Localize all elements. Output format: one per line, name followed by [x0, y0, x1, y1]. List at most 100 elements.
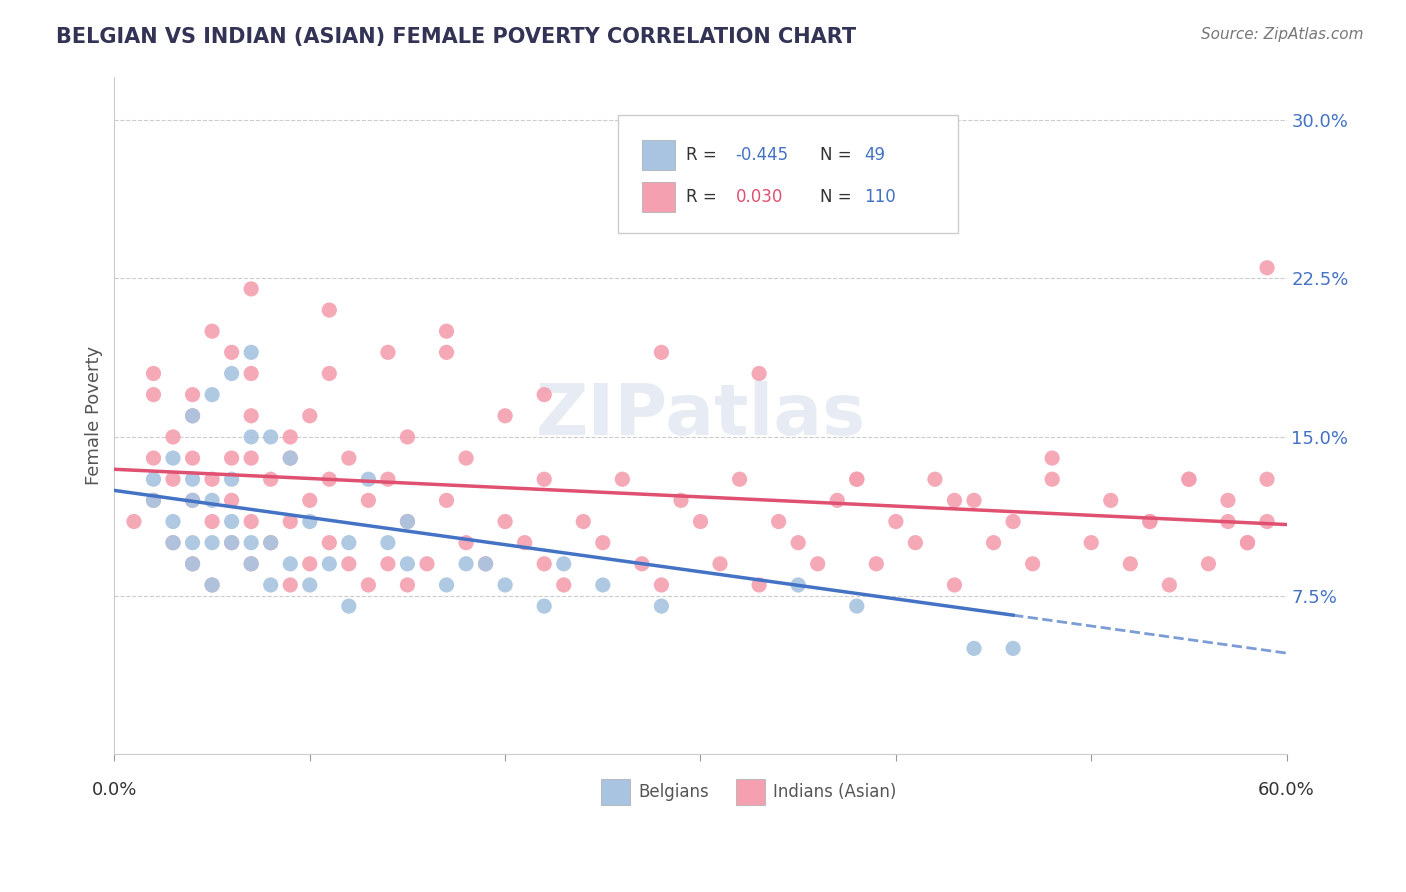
Point: [1119, 557, 1142, 571]
Point: [240, 557, 263, 571]
Point: [221, 345, 243, 359]
Point: [201, 472, 224, 486]
Point: [337, 599, 360, 613]
Point: [494, 578, 516, 592]
FancyBboxPatch shape: [600, 780, 630, 805]
Point: [1021, 557, 1043, 571]
Point: [278, 451, 301, 466]
Text: Source: ZipAtlas.com: Source: ZipAtlas.com: [1201, 27, 1364, 42]
Point: [181, 409, 204, 423]
Point: [357, 578, 380, 592]
Point: [943, 578, 966, 592]
Point: [240, 451, 263, 466]
Point: [943, 493, 966, 508]
Point: [181, 493, 204, 508]
Point: [1236, 535, 1258, 549]
Point: [983, 535, 1005, 549]
Point: [181, 535, 204, 549]
Point: [240, 345, 263, 359]
Point: [494, 515, 516, 529]
Point: [201, 493, 224, 508]
Point: [669, 493, 692, 508]
Point: [454, 535, 477, 549]
Point: [612, 472, 634, 486]
Point: [474, 557, 496, 571]
Point: [162, 535, 184, 549]
Point: [298, 493, 321, 508]
Point: [181, 451, 204, 466]
Point: [1040, 472, 1063, 486]
Point: [240, 430, 263, 444]
Point: [240, 409, 263, 423]
Point: [240, 535, 263, 549]
Point: [845, 599, 868, 613]
Point: [787, 535, 810, 549]
Text: R =: R =: [686, 146, 723, 164]
Point: [436, 578, 458, 592]
Point: [592, 535, 614, 549]
Point: [162, 430, 184, 444]
Text: 49: 49: [865, 146, 886, 164]
Point: [357, 472, 380, 486]
Point: [631, 557, 654, 571]
Point: [553, 557, 575, 571]
FancyBboxPatch shape: [643, 140, 675, 169]
Point: [1178, 472, 1201, 486]
Point: [1040, 451, 1063, 466]
Point: [201, 515, 224, 529]
FancyBboxPatch shape: [643, 182, 675, 211]
Text: 60.0%: 60.0%: [1258, 781, 1315, 799]
Point: [533, 557, 555, 571]
Point: [924, 472, 946, 486]
Point: [240, 515, 263, 529]
Point: [396, 430, 419, 444]
Point: [260, 535, 283, 549]
Point: [396, 515, 419, 529]
Point: [689, 219, 711, 233]
Point: [162, 515, 184, 529]
Point: [240, 282, 263, 296]
Point: [728, 472, 751, 486]
Text: BELGIAN VS INDIAN (ASIAN) FEMALE POVERTY CORRELATION CHART: BELGIAN VS INDIAN (ASIAN) FEMALE POVERTY…: [56, 27, 856, 46]
Point: [221, 493, 243, 508]
Point: [318, 535, 340, 549]
Point: [201, 578, 224, 592]
Point: [533, 387, 555, 401]
Point: [865, 557, 887, 571]
Point: [650, 599, 672, 613]
Point: [142, 493, 165, 508]
Point: [181, 493, 204, 508]
Text: ZIPatlas: ZIPatlas: [536, 381, 866, 450]
Point: [377, 472, 399, 486]
Point: [592, 578, 614, 592]
Point: [142, 472, 165, 486]
Point: [474, 557, 496, 571]
Point: [1002, 641, 1025, 656]
Point: [221, 367, 243, 381]
Point: [533, 599, 555, 613]
Point: [298, 557, 321, 571]
Point: [240, 367, 263, 381]
Point: [1099, 493, 1122, 508]
FancyBboxPatch shape: [735, 780, 765, 805]
Point: [1216, 493, 1239, 508]
Point: [904, 535, 927, 549]
Point: [221, 535, 243, 549]
Point: [1178, 472, 1201, 486]
Point: [709, 557, 731, 571]
Point: [436, 345, 458, 359]
Point: [884, 515, 907, 529]
Point: [1139, 515, 1161, 529]
Point: [748, 367, 770, 381]
Text: N =: N =: [820, 146, 856, 164]
Point: [1002, 515, 1025, 529]
Text: 0.030: 0.030: [735, 188, 783, 206]
Point: [201, 324, 224, 338]
Point: [845, 472, 868, 486]
FancyBboxPatch shape: [619, 115, 959, 233]
Point: [396, 515, 419, 529]
Point: [494, 409, 516, 423]
Point: [513, 535, 536, 549]
Point: [845, 472, 868, 486]
Point: [454, 557, 477, 571]
